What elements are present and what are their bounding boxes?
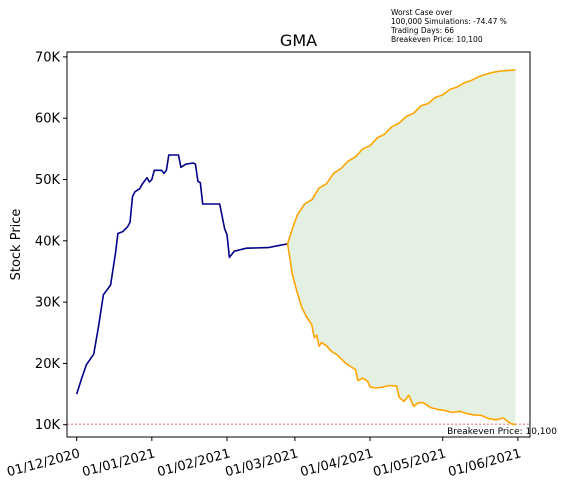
- x-tick-label: 01/12/2020: [5, 446, 81, 480]
- worst-case-line: Trading Days: 66: [390, 26, 454, 35]
- x-tick-label: 01/03/2021: [224, 446, 300, 480]
- worst-case-line: Breakeven Price: 10,100: [391, 35, 483, 44]
- x-tick-label: 01/01/2021: [81, 446, 157, 480]
- y-axis: 10K 20K 30K 40K 50K 60K 70K: [35, 50, 67, 433]
- y-axis-label: Stock Price: [9, 209, 24, 281]
- y-tick-label: 60K: [35, 112, 61, 127]
- y-tick-label: 70K: [35, 50, 61, 65]
- x-tick-label: 01/06/2021: [447, 446, 523, 480]
- worst-case-line: 100,000 Simulations: -74.47 %: [391, 17, 507, 26]
- x-axis: 01/12/202001/01/202101/02/202101/03/2021…: [5, 437, 523, 480]
- x-tick-label: 01/05/2021: [372, 446, 448, 480]
- plot-frame: [66, 51, 531, 438]
- simulation-range-fill: [287, 70, 516, 425]
- simulation-lower-line: [286, 243, 516, 426]
- x-tick-label: 01/04/2021: [299, 446, 375, 480]
- y-tick-label: 40K: [35, 234, 61, 249]
- x-tick-label: 01/02/2021: [156, 446, 232, 480]
- worst-case-line: Worst Case over: [391, 8, 453, 17]
- y-tick-label: 20K: [35, 357, 61, 372]
- y-tick-label: 10K: [35, 418, 61, 433]
- breakeven-label: Breakeven Price: 10,100: [447, 427, 557, 437]
- simulation-upper-line: [286, 69, 516, 245]
- y-tick-label: 50K: [35, 173, 61, 188]
- chart-title: GMA: [280, 31, 317, 50]
- historical-price-line: [75, 154, 288, 395]
- y-tick-label: 30K: [35, 296, 61, 311]
